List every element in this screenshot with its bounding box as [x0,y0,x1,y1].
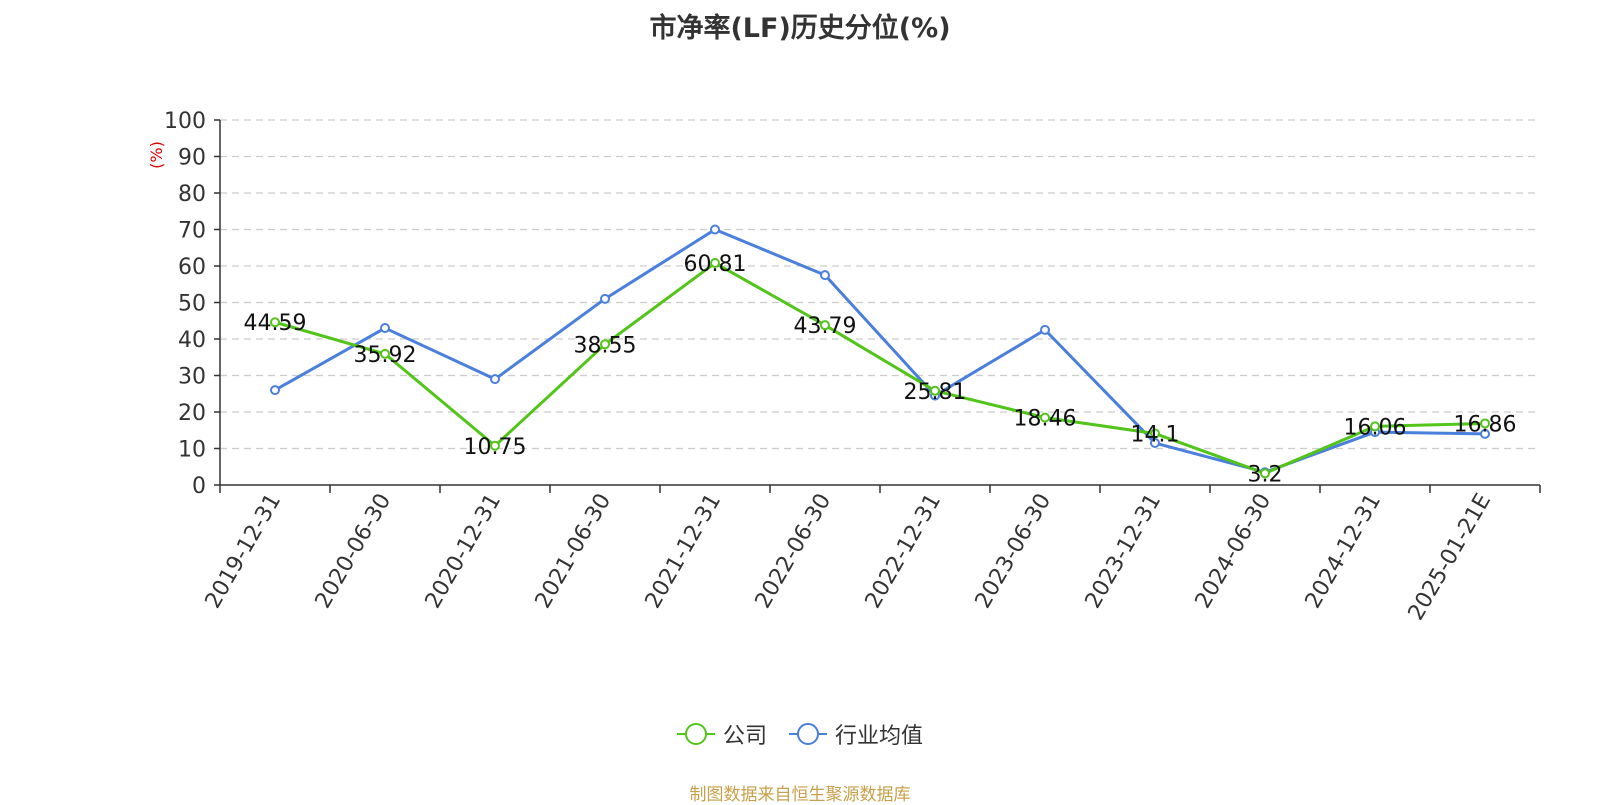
legend-industry-marker-icon [789,723,827,745]
series-line-0 [274,261,1486,475]
y-tick-label: 40 [178,328,206,353]
data-label: 16.86 [1454,412,1517,437]
data-point-0 [820,320,830,331]
x-tick-label: 2021-12-31 [641,490,727,613]
x-tick-label: 2019-12-31 [201,490,287,613]
data-label: 14.1 [1131,423,1180,448]
chart-title: 市净率(LF)历史分位(%) [649,13,951,44]
legend-item-industry-average[interactable]: 行业均值 [789,718,923,750]
data-point-0 [930,385,940,396]
data-label: 43.79 [794,314,857,339]
x-tick-label: 2022-06-30 [751,490,837,613]
data-point-0 [1370,421,1380,432]
data-point-1 [710,224,720,235]
data-label: 25.81 [904,380,967,405]
x-tick-label: 2020-06-30 [311,490,397,613]
y-tick-label: 80 [178,182,206,207]
data-point-1 [1480,428,1490,439]
data-label: 38.55 [574,333,637,358]
y-tick-label: 70 [178,219,206,244]
data-point-1 [1040,324,1050,335]
data-point-0 [490,440,500,451]
data-point-0 [1150,428,1160,439]
y-tick-label: 60 [178,255,206,280]
y-tick-label: 20 [178,401,206,426]
y-tick-label: 10 [178,438,206,463]
data-point-1 [270,385,280,396]
data-point-1 [600,293,610,304]
x-tick-label: 2023-12-31 [1081,490,1167,613]
x-tick-label: 2021-06-30 [531,490,617,613]
x-tick-label: 2022-12-31 [861,490,947,613]
data-point-0 [1040,412,1050,423]
data-point-0 [270,317,280,328]
x-tick-label: 2024-06-30 [1191,490,1277,613]
data-label: 35.92 [354,343,417,368]
data-point-0 [1480,418,1490,429]
data-point-1 [490,374,500,385]
legend-label-industry-average: 行业均值 [835,724,924,749]
y-tick-label: 100 [164,109,206,134]
data-label: 60.81 [684,252,747,277]
legend: 公司 行业均值 [0,718,1600,750]
x-tick-label: 2024-12-31 [1301,490,1387,613]
x-tick-label: 2023-06-30 [971,490,1057,613]
x-tick-label: 2020-12-31 [421,490,507,613]
y-tick-label: 50 [178,292,206,317]
y-tick-label: 0 [192,474,206,499]
legend-item-company[interactable]: 公司 [676,718,767,750]
data-point-0 [380,348,390,359]
x-tick-label: 2025-01-21E [1404,490,1497,625]
data-point-0 [1260,468,1270,479]
data-label: 3.2 [1248,462,1283,487]
data-point-0 [600,339,610,350]
legend-company-marker-icon [676,723,715,745]
data-point-1 [1150,438,1160,449]
y-tick-label: 90 [178,146,206,171]
data-point-1 [380,323,390,334]
data-point-1 [820,270,830,281]
y-axis-label: (%) [147,141,166,169]
y-tick-label: 30 [178,365,206,390]
data-label: 18.46 [1014,407,1077,432]
legend-label-company: 公司 [722,724,767,749]
data-point-0 [710,258,720,269]
data-label: 16.06 [1344,415,1407,440]
data-source-note: 制图数据来自恒生聚源数据库 [689,785,911,805]
data-label: 44.59 [244,311,307,336]
data-label: 10.75 [464,435,527,460]
